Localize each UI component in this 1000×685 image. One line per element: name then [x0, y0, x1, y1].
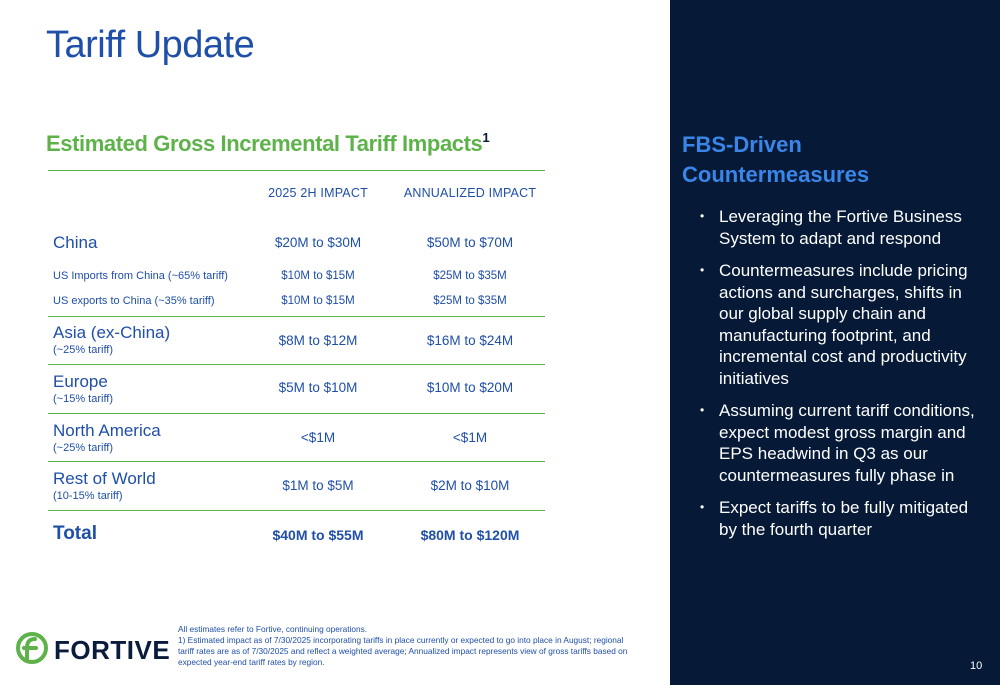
cell-2h: $20M to $30M: [274, 235, 362, 250]
fortive-logo: FORTIVE: [16, 631, 170, 665]
row-divider: [48, 413, 545, 414]
bullet-text: Leveraging the Fortive Business System t…: [719, 207, 962, 248]
bullet-item: • Leveraging the Fortive Business System …: [700, 206, 990, 249]
bullet-dot: •: [700, 209, 705, 223]
cell-2h: $10M to $15M: [281, 270, 355, 282]
cell-annualized: $50M to $70M: [426, 235, 514, 250]
table-top-rule: [48, 170, 545, 171]
row-divider: [48, 510, 545, 511]
cell-2h: $5M to $10M: [278, 380, 358, 395]
table-row-us-exports: US exports to China (~35% tariff) $10M t…: [48, 295, 545, 311]
page-number: 10: [970, 660, 983, 672]
bullet-dot: •: [700, 500, 705, 514]
row-note: (10-15% tariff): [53, 490, 123, 502]
row-divider: [48, 461, 545, 462]
cell-annualized: $25M to $35M: [433, 295, 507, 307]
bullet-list: • Leveraging the Fortive Business System …: [700, 206, 990, 551]
cell-2h: <$1M: [300, 430, 336, 445]
table-header-row: 2025 2H IMPACT ANNUALIZED IMPACT: [48, 186, 545, 204]
cell-annualized: $16M to $24M: [426, 333, 514, 348]
cell-annualized: $80M to $120M: [420, 527, 520, 543]
bullet-dot: •: [700, 403, 705, 417]
row-divider: [48, 316, 545, 317]
bullet-item: • Assuming current tariff conditions, exp…: [700, 400, 990, 486]
fortive-logo-icon: [16, 632, 48, 664]
footnote-line-1: All estimates refer to Fortive, continui…: [178, 624, 368, 634]
row-label: Asia (ex-China): [53, 323, 171, 342]
footnote: All estimates refer to Fortive, continui…: [178, 624, 628, 668]
column-header-2h: 2025 2H IMPACT: [268, 186, 368, 200]
row-label: North America: [53, 421, 161, 440]
table-row-north-america: North America (~25% tariff) <$1M <$1M: [48, 421, 545, 457]
column-header-annualized: ANNUALIZED IMPACT: [403, 186, 537, 200]
cell-annualized: $2M to $10M: [430, 478, 510, 493]
bullet-item: • Expect tariffs to be fully mitigated by…: [700, 497, 990, 540]
cell-2h: $10M to $15M: [281, 295, 355, 307]
footnote-marker: 1: [482, 130, 490, 145]
row-note: (~15% tariff): [53, 393, 114, 405]
row-divider: [48, 364, 545, 365]
table-row-china: China $20M to $30M $50M to $70M: [48, 233, 545, 255]
row-label: Total: [53, 523, 97, 544]
cell-2h: $40M to $55M: [272, 527, 364, 543]
cell-annualized: $10M to $20M: [426, 380, 514, 395]
row-label: US Imports from China (~65% tariff): [53, 270, 228, 282]
bullet-text: Expect tariffs to be fully mitigated by …: [719, 498, 969, 539]
bullet-item: • Countermeasures include pricing actions…: [700, 260, 990, 389]
cell-2h: $1M to $5M: [282, 478, 354, 493]
row-label: US exports to China (~35% tariff): [53, 295, 215, 307]
row-label: Rest of World: [53, 469, 156, 488]
main-content: Tariff Update Estimated Gross Incrementa…: [16, 24, 628, 668]
table-row-total: Total $40M to $55M $80M to $120M: [48, 523, 545, 547]
bullet-text: Countermeasures include pricing actions …: [719, 261, 968, 388]
row-note: (~25% tariff): [53, 442, 114, 454]
logo-text: FORTIVE: [54, 635, 171, 665]
bullet-text: Assuming current tariff conditions, expe…: [719, 401, 975, 485]
row-label: China: [53, 233, 98, 252]
row-note: (~25% tariff): [53, 344, 114, 356]
page-title: Tariff Update: [46, 24, 255, 66]
table-row-europe: Europe (~15% tariff) $5M to $10M $10M to…: [48, 372, 545, 408]
row-label: Europe: [53, 372, 108, 391]
cell-annualized: $25M to $35M: [433, 270, 507, 282]
cell-2h: $8M to $12M: [278, 333, 358, 348]
bullet-dot: •: [700, 263, 705, 277]
cell-annualized: <$1M: [452, 430, 488, 445]
side-panel-title: FBS-Driven Countermeasures: [682, 132, 870, 187]
table-title: Estimated Gross Incremental Tariff Impac…: [46, 130, 490, 157]
table-row-us-imports: US Imports from China (~65% tariff) $10M…: [48, 270, 545, 286]
table-title-text: Estimated Gross Incremental Tariff Impac…: [46, 131, 483, 156]
table-row-rest-of-world: Rest of World (10-15% tariff) $1M to $5M…: [48, 469, 545, 505]
table-row-asia: Asia (ex-China) (~25% tariff) $8M to $12…: [48, 323, 545, 359]
side-panel: FBS-Driven Countermeasures • Leveraging t…: [670, 0, 1000, 685]
footnote-line-2: 1) Estimated impact as of 7/30/2025 inco…: [178, 635, 628, 667]
